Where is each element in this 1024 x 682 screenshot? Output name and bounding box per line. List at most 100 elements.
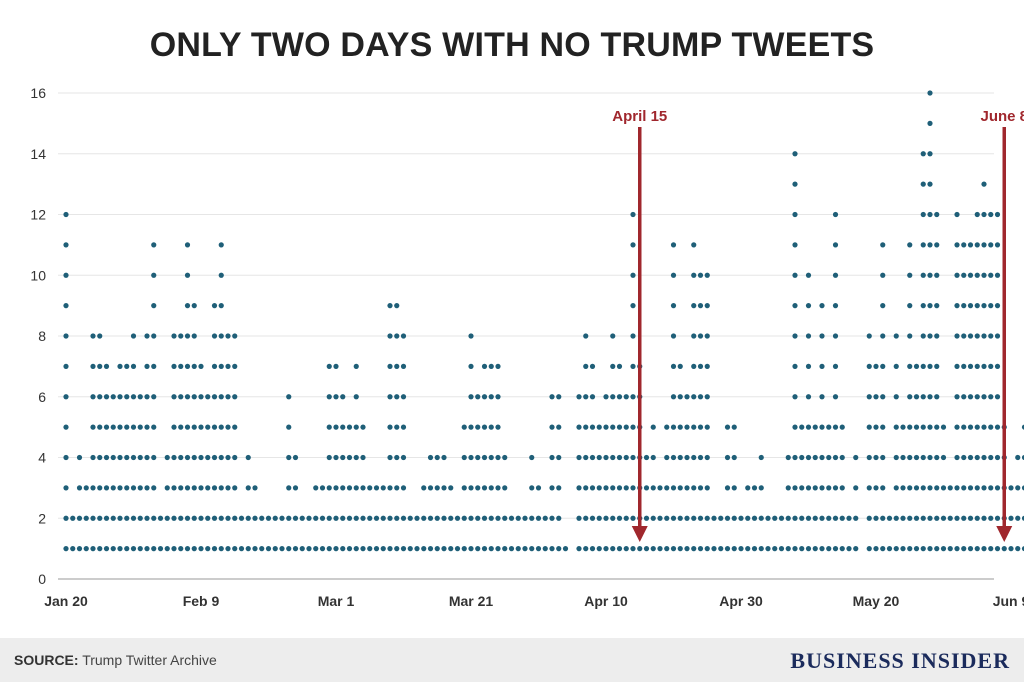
tweet-dot <box>191 515 197 521</box>
tweet-dot <box>745 515 751 521</box>
tweet-dot <box>623 394 629 400</box>
tweet-dot <box>1008 546 1014 552</box>
tweet-dot <box>981 333 987 339</box>
tweet-dot <box>778 546 785 552</box>
tweet-dot <box>616 454 623 461</box>
tweet-dot <box>373 515 380 521</box>
tweet-dot <box>63 515 69 521</box>
tweet-dot <box>940 424 947 430</box>
tweet-dot <box>792 485 798 491</box>
tweet-dot <box>927 424 933 430</box>
tweet-dot <box>103 515 110 521</box>
tweet-dot <box>346 454 353 461</box>
tweet-dot <box>76 454 83 461</box>
tweet-dot <box>1021 485 1024 491</box>
tweet-dot <box>535 485 542 491</box>
tweet-dot <box>745 485 751 491</box>
tweet-dot <box>927 303 933 309</box>
tweet-dot <box>934 485 940 491</box>
tweet-dot <box>643 485 650 491</box>
tweet-dot <box>913 394 920 400</box>
tweet-dot <box>434 454 440 461</box>
tweet-dot <box>974 211 980 218</box>
tweet-dot <box>488 485 494 491</box>
tweet-dot <box>967 333 974 339</box>
tweet-dot <box>947 485 953 491</box>
tweet-dot <box>164 546 170 552</box>
tweet-dot <box>880 485 886 491</box>
tweet-dot <box>360 515 366 521</box>
tweet-dot <box>475 394 481 400</box>
tweet-dot <box>907 454 913 461</box>
tweet-dot <box>292 515 299 521</box>
tweet-dot <box>967 546 974 552</box>
tweet-dot <box>832 546 839 552</box>
tweet-dot <box>974 272 980 278</box>
tweet-dot <box>988 242 994 248</box>
tweet-dot <box>839 454 845 461</box>
tweet-dot <box>400 546 407 552</box>
tweet-dot <box>259 546 265 552</box>
tweet-dot <box>994 424 1001 430</box>
tweet-dot <box>151 242 157 248</box>
tweet-dot <box>697 303 704 309</box>
tweet-dot <box>97 424 103 430</box>
tweet-dot <box>697 272 704 278</box>
tweet-dot <box>124 363 130 369</box>
tweet-dot <box>495 515 501 521</box>
tweet-dot <box>1021 424 1024 430</box>
tweet-dot <box>481 424 488 430</box>
tweet-dot <box>792 363 798 369</box>
tweet-dot <box>130 546 137 552</box>
tweet-dot <box>299 515 305 521</box>
tweet-dot <box>731 424 737 430</box>
tweet-dot <box>772 546 778 552</box>
tweet-dot <box>961 546 967 552</box>
tweet-dot <box>549 515 555 521</box>
tweet-dot <box>880 272 886 278</box>
tweet-dot <box>583 333 589 339</box>
tweet-dot <box>610 454 616 461</box>
tweet-dot <box>340 424 346 430</box>
tweet-dot <box>421 515 427 521</box>
tweet-dot <box>610 333 616 339</box>
tweet-dot <box>97 485 103 491</box>
x-tick-label: Apr 10 <box>584 593 628 609</box>
tweet-dot <box>805 303 812 309</box>
tweet-dot <box>340 546 346 552</box>
tweet-dot <box>279 515 285 521</box>
tweet-dot <box>610 515 616 521</box>
tweet-dot <box>650 454 656 461</box>
tweet-dot <box>954 424 960 430</box>
tweet-dot <box>738 515 744 521</box>
tweet-dot <box>920 333 926 339</box>
tweet-dot <box>394 363 400 369</box>
tweet-dot <box>130 424 137 430</box>
tweet-dot <box>137 394 143 400</box>
tweet-dot <box>495 454 501 461</box>
tweet-dot <box>684 424 690 430</box>
tweet-dot <box>954 303 960 309</box>
tweet-dot <box>549 424 555 430</box>
tweet-dot <box>414 546 420 552</box>
tweet-dot <box>907 272 913 278</box>
tweet-dot <box>76 546 83 552</box>
tweet-dot <box>488 394 494 400</box>
tweet-dot <box>191 363 197 369</box>
tweet-dot <box>954 454 960 461</box>
tweet-dot <box>360 546 366 552</box>
tweet-dot <box>556 546 562 552</box>
tweet-dot <box>920 242 926 248</box>
tweet-dot <box>164 485 170 491</box>
tweet-dot <box>981 363 987 369</box>
tweet-dot <box>718 515 724 521</box>
tweet-dot <box>124 454 130 461</box>
tweet-dot <box>664 546 670 552</box>
tweet-dot <box>211 363 218 369</box>
tweet-dot <box>670 485 677 491</box>
tweet-dot <box>434 515 440 521</box>
tweet-dot <box>664 485 670 491</box>
tweet-dot <box>448 546 454 552</box>
tweet-dot <box>927 211 933 218</box>
tweet-dot <box>535 546 542 552</box>
